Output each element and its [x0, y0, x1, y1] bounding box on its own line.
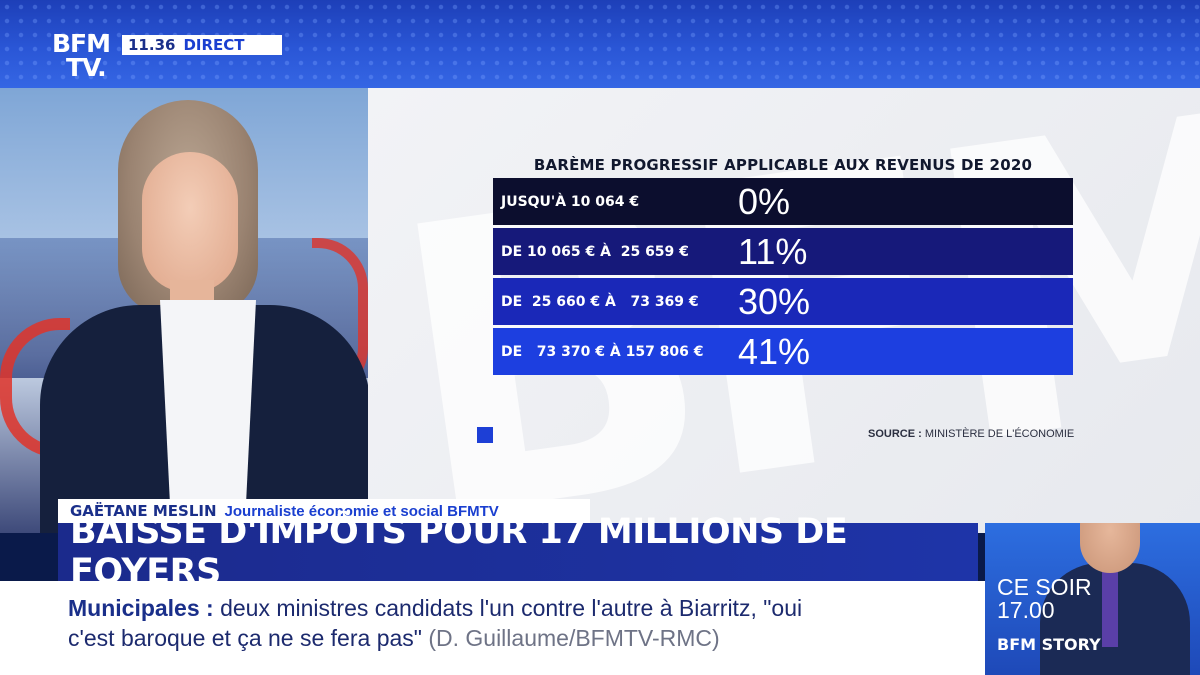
ticker-source: (D. Guillaume/BFMTV-RMC) [421, 625, 720, 651]
guest-role: Journaliste économie et social BFMTV [224, 502, 499, 520]
bracket-rate: 11% [738, 230, 808, 272]
promo-line2: 17.00 [997, 597, 1055, 623]
presenter-face [142, 152, 238, 292]
clock-time: 11.36 [128, 36, 176, 54]
bracket-range: JUSQU'À 10 064 € [501, 193, 640, 210]
ticker-text-line2: c'est baroque et ça ne se fera pas" [68, 625, 422, 651]
bracket-rate: 41% [738, 330, 811, 372]
bracket-table: JUSQU'À 10 064 € 0% DE 10 065 € À 25 659 €… [493, 178, 1073, 378]
name-strap: GAËTANE MESLIN Journaliste économie et s… [58, 499, 590, 523]
source-label: SOURCE : [868, 428, 922, 440]
promo-anchor-head [1080, 523, 1140, 573]
show-promo: CE SOIR 17.00 BFM STORY [985, 523, 1200, 675]
studio-video [0, 88, 368, 533]
guest-name: GAËTANE MESLIN [70, 502, 217, 520]
presenter [30, 100, 368, 533]
bfmtv-logo: BFM TV. [52, 29, 118, 86]
promo-anchor-photo [1040, 523, 1190, 675]
headline-text: BAISSE D'IMPÔTS POUR 17 MILLIONS DE FOYE… [70, 512, 848, 592]
ticker-line1: Municipales : deux ministres candidats l… [68, 595, 802, 622]
bracket-range: DE 73 370 € À 157 806 € [501, 343, 704, 360]
bracket-row: DE 73 370 € À 157 806 € 41% [493, 328, 1073, 375]
bracket-rate: 30% [738, 280, 811, 322]
live-label: DIRECT [183, 36, 245, 54]
news-ticker: Municipales : deux ministres candidats l… [0, 581, 985, 675]
blue-square-accent [477, 427, 493, 443]
presenter-shirt [160, 300, 256, 533]
bracket-range: DE 10 065 € À 25 659 € [501, 243, 689, 260]
source-text: MINISTÈRE DE L'ÉCONOMIE [924, 428, 1075, 440]
bracket-row: DE 10 065 € À 25 659 € 11% [493, 228, 1073, 275]
ticker-text-line1: deux ministres candidats l'un contre l'a… [213, 595, 803, 621]
bracket-row: JUSQU'À 10 064 € 0% [493, 178, 1073, 225]
bracket-range: DE 25 660 € À 73 369 € [501, 293, 699, 310]
promo-line1: CE SOIR [997, 574, 1092, 600]
tax-bracket-graphic: BFM BARÈME PROGRESSIF APPLICABLE AUX REV… [368, 88, 1200, 533]
clock-live-bar: 11.36 DIRECT [122, 35, 282, 55]
logo-line1: BFM [52, 29, 111, 58]
promo-schedule: CE SOIR 17.00 [997, 576, 1092, 622]
bracket-row: DE 25 660 € À 73 369 € 30% [493, 278, 1073, 325]
promo-show-name: BFM STORY [997, 635, 1101, 654]
ticker-tag: Municipales : [68, 595, 214, 621]
top-band: BFM TV. 11.36 DIRECT [0, 0, 1200, 88]
source-credit: SOURCE : MINISTÈRE DE L'ÉCONOMIE [868, 428, 1074, 440]
ticker-line2: c'est baroque et ça ne se fera pas" (D. … [68, 625, 720, 652]
promo-anchor-tie [1102, 567, 1118, 647]
logo-line2: TV. [66, 53, 107, 82]
bracket-rate: 0% [738, 180, 791, 222]
graphic-title: BARÈME PROGRESSIF APPLICABLE AUX REVENUS… [533, 156, 1033, 174]
headline-banner: BAISSE D'IMPÔTS POUR 17 MILLIONS DE FOYE… [58, 512, 978, 592]
